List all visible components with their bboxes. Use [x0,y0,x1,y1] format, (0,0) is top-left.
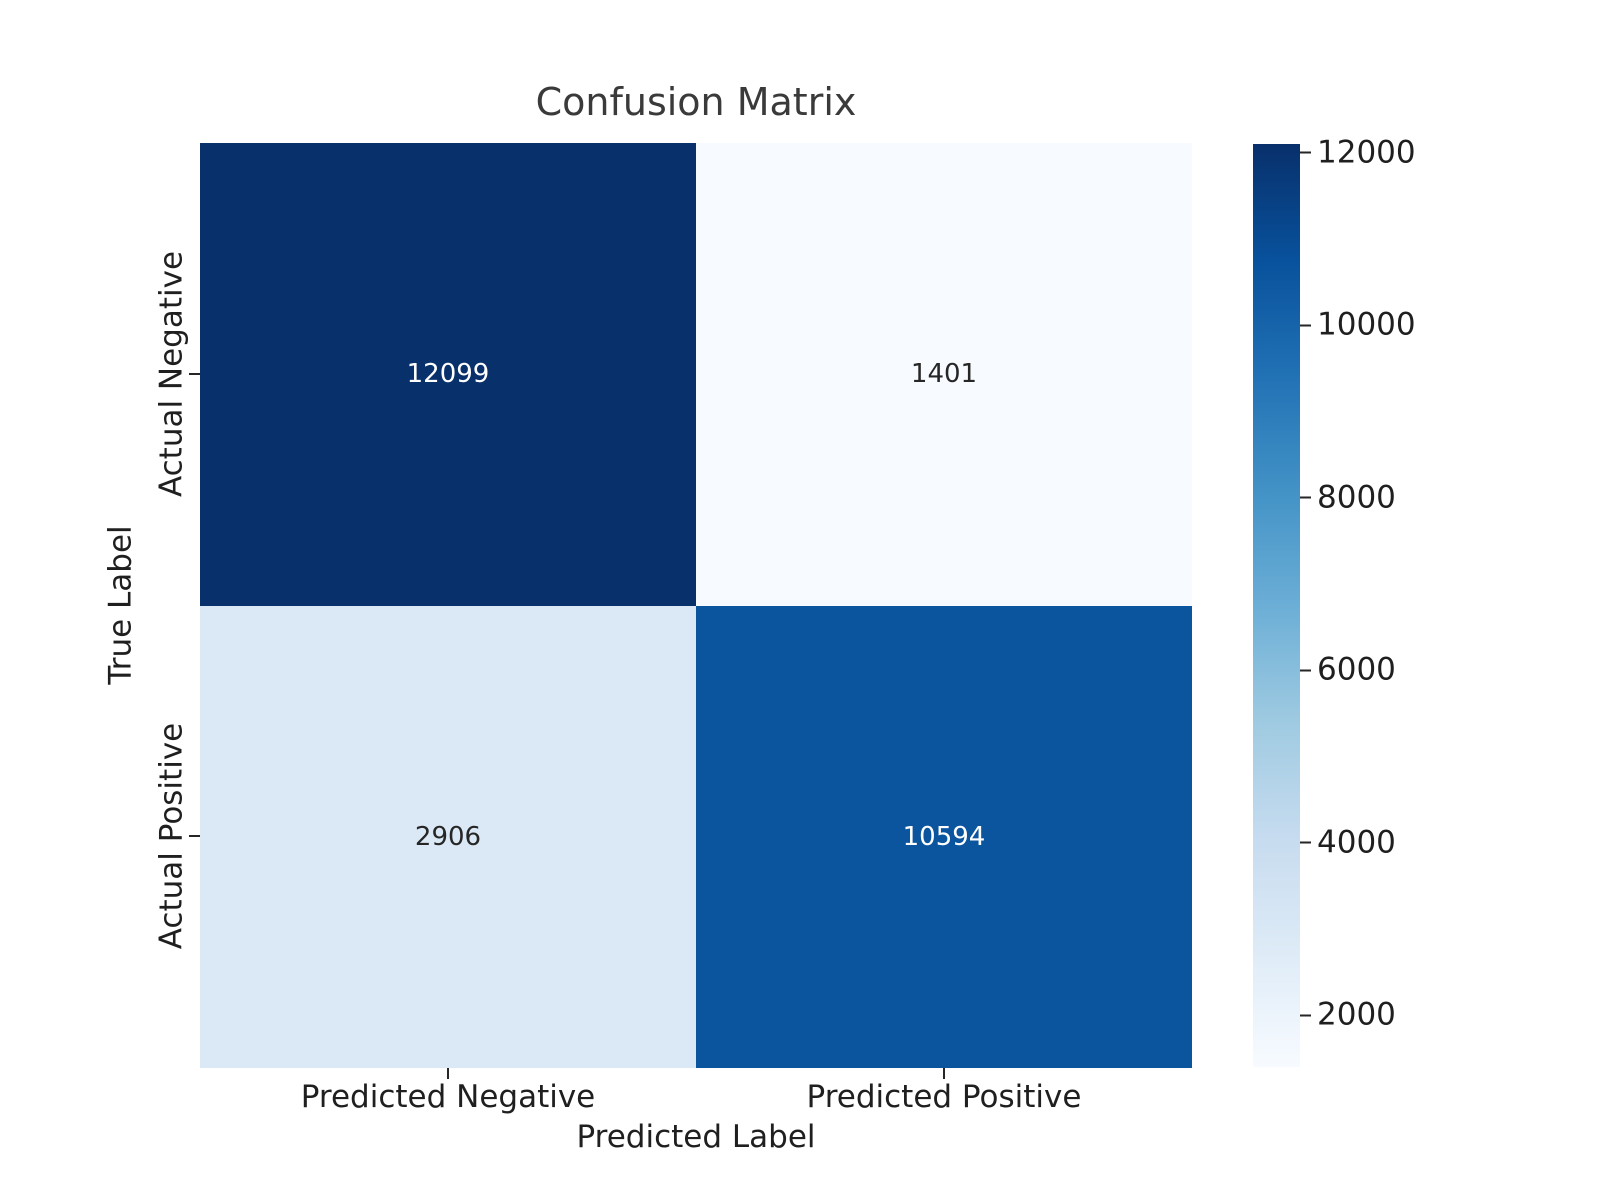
colorbar-ticks: 2000 4000 6000 8000 10000 12000 [1300,137,1500,1067]
heatmap-grid: 12099 1401 2906 10594 [200,143,1192,1068]
x-axis-tick-mark [943,1068,945,1079]
colorbar-tick: 10000 [1300,306,1416,343]
y-tick-label-actual-negative: Actual Negative [153,250,190,498]
y-axis-tick-mark [189,835,200,837]
colorbar-tick-mark [1300,496,1311,499]
colorbar-tick-label: 6000 [1317,651,1396,688]
colorbar-tick: 12000 [1300,137,1416,168]
x-tick-label-predicted-positive: Predicted Positive [806,1079,1082,1115]
x-axis-title: Predicted Label [576,1119,816,1155]
chart-title: Confusion Matrix [535,80,857,124]
colorbar-tick: 6000 [1300,651,1396,688]
colorbar-tick-mark [1300,1014,1311,1017]
colorbar-tick-label: 4000 [1317,824,1396,861]
colorbar-tick-label: 8000 [1317,479,1396,516]
colorbar-tick: 8000 [1300,482,1396,513]
x-axis-tick-mark [447,1068,449,1079]
colorbar-tick-mark [1300,151,1311,154]
matrix-cell-false-negative: 2906 [200,605,696,1068]
matrix-cell-false-positive: 1401 [696,143,1192,606]
colorbar [1253,144,1300,1067]
colorbar-tick: 4000 [1300,827,1396,858]
matrix-cell-true-negative: 12099 [200,143,696,606]
matrix-cell-true-positive: 10594 [696,605,1192,1068]
y-axis-title: True Label [102,525,139,685]
x-tick-label-predicted-negative: Predicted Negative [300,1079,596,1115]
colorbar-tick-mark [1300,669,1311,672]
colorbar-tick: 2000 [1300,996,1396,1033]
colorbar-tick-label: 10000 [1317,306,1416,343]
colorbar-tick-label: 2000 [1317,996,1396,1033]
colorbar-tick-label: 12000 [1317,134,1416,171]
y-axis-tick-mark [189,373,200,375]
y-tick-label-actual-positive: Actual Positive [153,722,190,950]
colorbar-tick-mark [1300,841,1311,844]
colorbar-tick-mark [1300,324,1311,327]
